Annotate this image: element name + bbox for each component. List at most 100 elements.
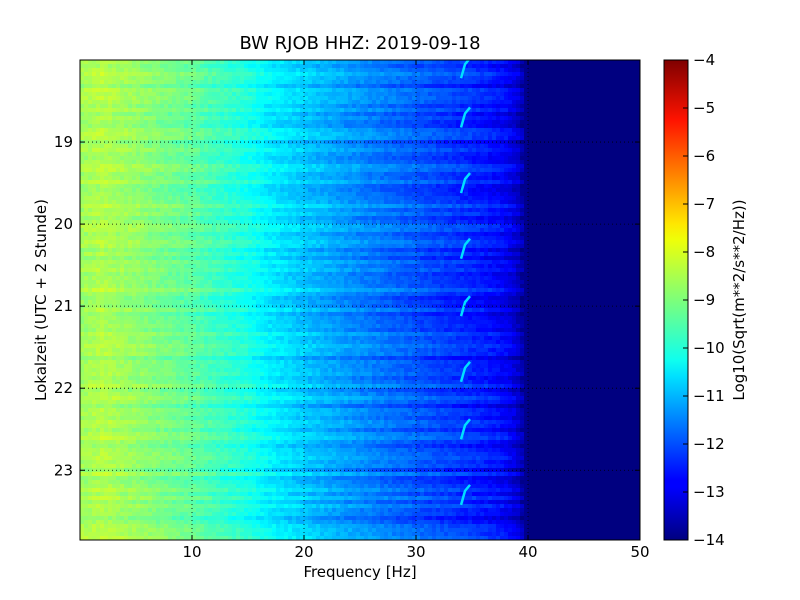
heatmap-cell [328, 144, 333, 149]
heatmap-cell [492, 152, 497, 157]
heatmap-cell [220, 136, 225, 141]
heatmap-cell [576, 76, 581, 81]
heatmap-cell [636, 172, 640, 177]
heatmap-cell [620, 88, 625, 93]
heatmap-cell [504, 64, 509, 69]
heatmap-cell [540, 140, 545, 145]
heatmap-cell [340, 128, 345, 133]
heatmap-cell [384, 144, 389, 149]
heatmap-cell [144, 104, 149, 109]
heatmap-cell [188, 96, 193, 101]
heatmap-cell [424, 196, 429, 201]
heatmap-cell [636, 184, 640, 189]
heatmap-cell [388, 80, 393, 85]
heatmap-cell [140, 88, 145, 93]
heatmap-cell [320, 68, 325, 73]
heatmap-cell [516, 128, 521, 133]
heatmap-cell [196, 176, 201, 181]
heatmap-cell [220, 144, 225, 149]
heatmap-cell [592, 84, 597, 89]
heatmap-cell [284, 200, 289, 205]
heatmap-cell [516, 160, 521, 165]
heatmap-cell [332, 192, 337, 197]
heatmap-cell [488, 64, 493, 69]
heatmap-cell [580, 116, 585, 121]
heatmap-cell [500, 148, 505, 153]
heatmap-cell [500, 192, 505, 197]
heatmap-cell [508, 192, 513, 197]
heatmap-cell [328, 96, 333, 101]
heatmap-cell [384, 176, 389, 181]
heatmap-cell [328, 120, 333, 125]
heatmap-cell [104, 64, 109, 69]
heatmap-cell [208, 100, 213, 105]
heatmap-cell [372, 116, 377, 121]
heatmap-cell [120, 76, 125, 81]
heatmap-cell [280, 132, 285, 137]
heatmap-cell [376, 64, 381, 69]
heatmap-cell [184, 168, 189, 173]
heatmap-cell [504, 180, 509, 185]
heatmap-cell [560, 124, 565, 129]
heatmap-cell [208, 84, 213, 89]
heatmap-cell [592, 76, 597, 81]
heatmap-cell [116, 136, 121, 141]
heatmap-cell [532, 184, 537, 189]
heatmap-cell [112, 148, 117, 153]
heatmap-cell [424, 136, 429, 141]
heatmap-cell [108, 72, 113, 77]
heatmap-cell [392, 200, 397, 205]
heatmap-cell [264, 60, 269, 65]
heatmap-cell [240, 164, 245, 169]
heatmap-cell [172, 168, 177, 173]
heatmap-cell [636, 100, 640, 105]
heatmap-cell [628, 168, 633, 173]
heatmap-cell [544, 64, 549, 69]
heatmap-cell [344, 64, 349, 69]
heatmap-cell [616, 156, 621, 161]
heatmap-cell [536, 152, 541, 157]
heatmap-cell [528, 68, 533, 73]
heatmap-cell [96, 68, 101, 73]
heatmap-cell [428, 116, 433, 121]
heatmap-cell [332, 144, 337, 149]
heatmap-cell [540, 68, 545, 73]
heatmap-cell [328, 88, 333, 93]
heatmap-cell [200, 92, 205, 97]
heatmap-cell [260, 96, 265, 101]
heatmap-cell [348, 80, 353, 85]
heatmap-cell [280, 136, 285, 141]
heatmap-cell [176, 156, 181, 161]
heatmap-cell [472, 116, 477, 121]
heatmap-cell [240, 180, 245, 185]
heatmap-cell [348, 140, 353, 145]
heatmap-cell [448, 104, 453, 109]
heatmap-cell [168, 64, 173, 69]
heatmap-cell [536, 196, 541, 201]
heatmap-cell [208, 152, 213, 157]
heatmap-cell [288, 192, 293, 197]
heatmap-cell [616, 196, 621, 201]
heatmap-cell [240, 192, 245, 197]
heatmap-cell [320, 136, 325, 141]
heatmap-cell [324, 168, 329, 173]
heatmap-cell [88, 156, 93, 161]
heatmap-cell [132, 64, 137, 69]
heatmap-cell [384, 128, 389, 133]
heatmap-cell [276, 88, 281, 93]
heatmap-cell [628, 88, 633, 93]
heatmap-cell [508, 104, 513, 109]
heatmap-cell [160, 100, 165, 105]
heatmap-cell [456, 188, 461, 193]
heatmap-cell [228, 60, 233, 65]
heatmap-cell [220, 64, 225, 69]
heatmap-cell [544, 184, 549, 189]
heatmap-cell [324, 120, 329, 125]
heatmap-cell [424, 184, 429, 189]
heatmap-cell [224, 120, 229, 125]
heatmap-cell [216, 80, 221, 85]
heatmap-cell [272, 100, 277, 105]
heatmap-cell [288, 180, 293, 185]
heatmap-cell [548, 132, 553, 137]
heatmap-cell [608, 72, 613, 77]
